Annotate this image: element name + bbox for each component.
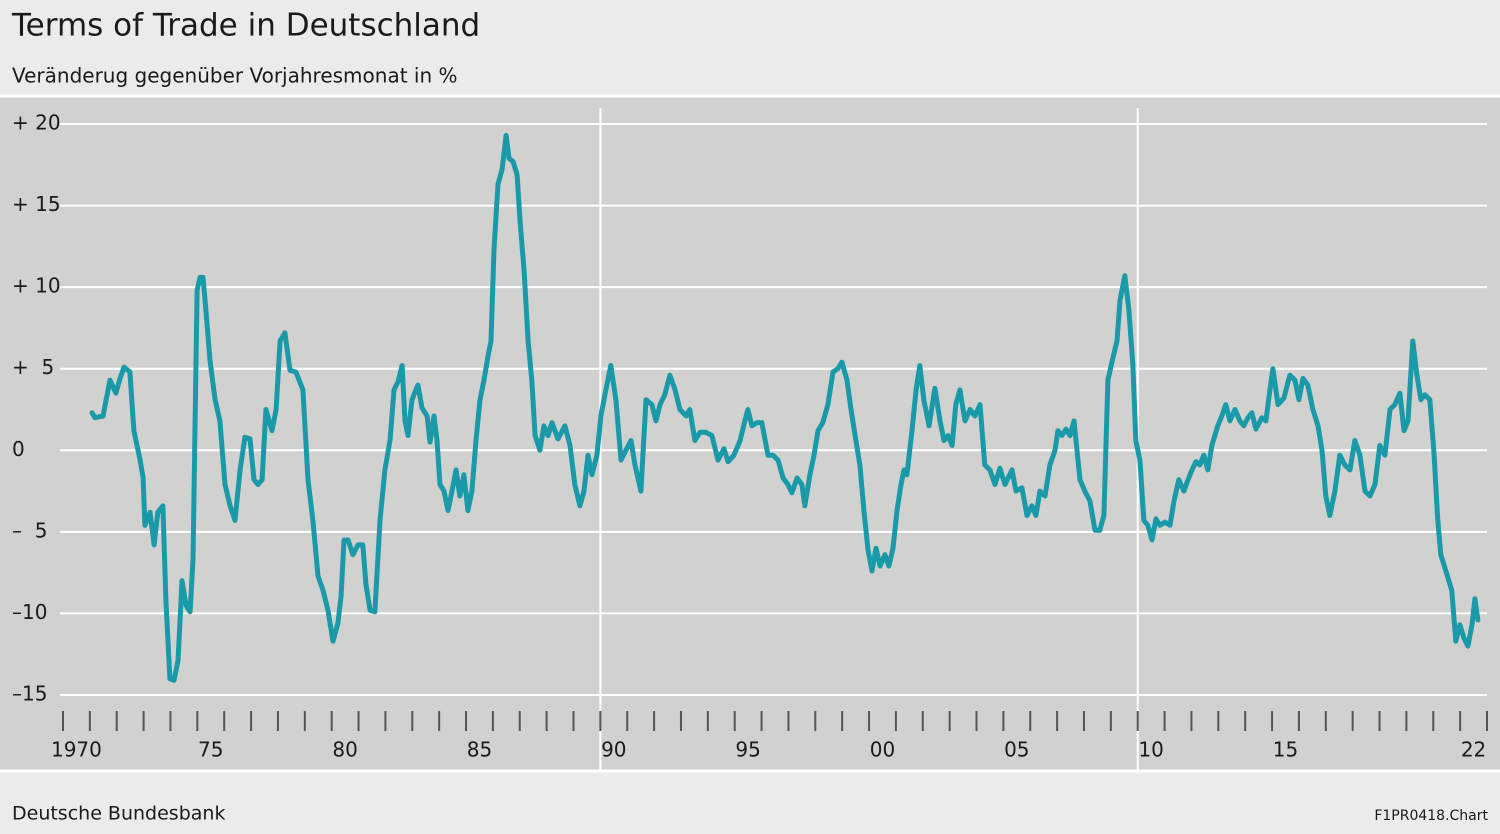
x-tick-label: 10 [1138,738,1163,762]
x-tick-label: 85 [467,738,492,762]
chart-id: F1PR0418.Chart [1374,808,1488,824]
source: Deutsche Bundesbank [12,803,225,825]
x-tick-label: 75 [198,738,223,762]
y-tick-label: –15 [12,682,47,706]
x-tick-label: 90 [601,738,626,762]
y-tick-label: + 15 [12,192,61,216]
x-tick-label: 22 [1461,738,1486,762]
x-tick-label: 15 [1273,738,1298,762]
chart-title: Terms of Trade in Deutschland [11,8,480,44]
y-tick-label: + 20 [12,111,61,135]
y-tick-label: –10 [12,600,47,624]
line [89,132,1481,683]
y-tick-label: 0 [12,437,25,461]
chart-subtitle: Veränderug gegenüber Vorjahresmonat in % [12,64,458,88]
y-tick-label: – 5 [12,518,47,542]
x-tick-label: 80 [332,738,357,762]
plot-area [0,97,1500,770]
x-tick-label: 95 [735,738,760,762]
y-tick-label: + 10 [12,274,61,298]
x-tick-label: 05 [1004,738,1029,762]
x-tick-label: 00 [870,738,895,762]
x-tick-label: 1970 [51,738,102,762]
y-tick-label: + 5 [12,355,54,379]
